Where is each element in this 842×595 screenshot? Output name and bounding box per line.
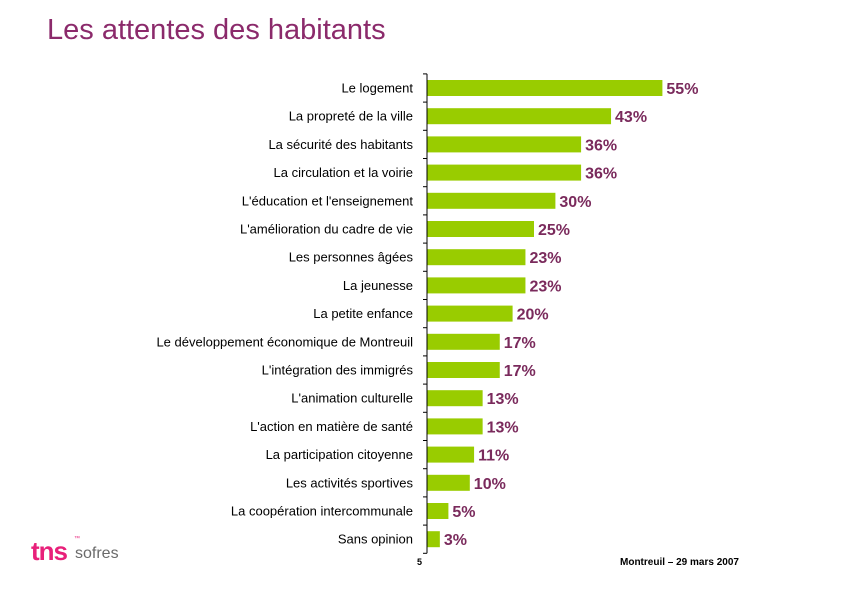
bar bbox=[427, 249, 526, 266]
data-label: 36% bbox=[585, 166, 617, 183]
data-label: 36% bbox=[585, 137, 617, 154]
bar bbox=[427, 333, 500, 350]
category-label: Les activités sportives bbox=[286, 475, 414, 490]
category-label: La coopération intercommunale bbox=[231, 504, 413, 519]
data-label: 20% bbox=[517, 307, 549, 324]
data-label: 43% bbox=[615, 109, 647, 126]
bar bbox=[427, 305, 513, 322]
category-label: L'éducation et l'enseignement bbox=[242, 193, 414, 208]
category-label: La propreté de la ville bbox=[289, 109, 413, 124]
bar bbox=[427, 192, 556, 209]
data-label: 11% bbox=[478, 448, 509, 465]
bar bbox=[427, 164, 582, 181]
data-label: 23% bbox=[529, 250, 561, 267]
bar bbox=[427, 446, 475, 463]
category-label: L'amélioration du cadre de vie bbox=[240, 222, 413, 237]
logo-trademark: ™ bbox=[74, 536, 80, 542]
data-label: 17% bbox=[504, 363, 536, 380]
bar bbox=[427, 503, 449, 519]
category-label: La circulation et la voirie bbox=[274, 165, 413, 180]
category-label: La petite enfance bbox=[313, 306, 413, 321]
bar bbox=[427, 277, 526, 294]
data-label: 25% bbox=[538, 222, 570, 239]
bar bbox=[427, 390, 483, 407]
bar bbox=[427, 418, 483, 435]
category-label: Le développement économique de Montreuil bbox=[156, 334, 413, 349]
bar bbox=[427, 136, 582, 153]
data-label: 30% bbox=[559, 194, 591, 211]
bar bbox=[427, 108, 612, 125]
tns-sofres-logo: tns ™ sofres bbox=[28, 536, 148, 576]
category-label: La jeunesse bbox=[343, 278, 413, 293]
bar bbox=[427, 531, 440, 548]
category-label: L'animation culturelle bbox=[291, 391, 413, 406]
data-label: 13% bbox=[487, 419, 519, 436]
data-label: 10% bbox=[474, 476, 506, 493]
data-label: 13% bbox=[487, 391, 519, 408]
bar bbox=[427, 474, 470, 491]
data-label: 5% bbox=[452, 504, 475, 521]
category-label: Le logement bbox=[341, 81, 413, 96]
category-label: L'intégration des immigrés bbox=[262, 363, 414, 378]
page-title: Les attentes des habitants bbox=[47, 14, 386, 46]
bar bbox=[427, 221, 534, 237]
logo-name: sofres bbox=[75, 545, 119, 562]
data-label: 17% bbox=[504, 335, 536, 352]
category-label: La sécurité des habitants bbox=[268, 137, 413, 152]
data-label: 23% bbox=[529, 278, 561, 295]
bar bbox=[427, 80, 663, 96]
category-label: La participation citoyenne bbox=[266, 447, 413, 462]
category-label: L'action en matière de santé bbox=[250, 419, 413, 434]
category-label: Sans opinion bbox=[338, 532, 413, 547]
data-label: 3% bbox=[444, 532, 467, 549]
data-label: 55% bbox=[666, 81, 698, 98]
bar bbox=[427, 362, 500, 378]
footer-text: Montreuil – 29 mars 2007 bbox=[620, 557, 739, 568]
logo-brand: tns bbox=[31, 536, 68, 566]
category-label: Les personnes âgées bbox=[289, 250, 414, 265]
page-number: 5 bbox=[417, 557, 423, 567]
